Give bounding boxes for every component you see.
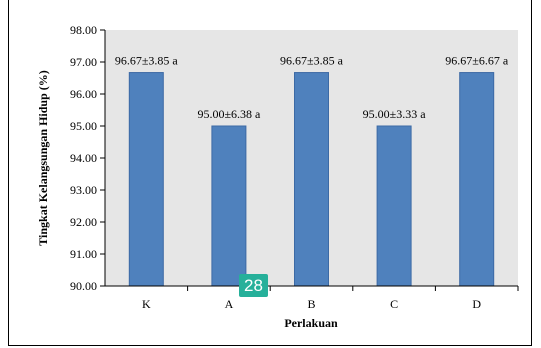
y-tick-label: 98.00 [70, 23, 97, 37]
y-tick-label: 96.00 [70, 87, 97, 101]
bar-A [211, 125, 247, 287]
y-tick-label: 91.00 [70, 247, 97, 261]
x-tick-label-D: D [472, 297, 481, 311]
x-tick-label-A: A [225, 297, 234, 311]
x-tick-label-C: C [390, 297, 398, 311]
y-tick-label: 95.00 [70, 119, 97, 133]
data-label-B: 96.67±3.85 a [280, 54, 344, 68]
x-axis-title: Perlakuan [284, 316, 338, 330]
y-tick-label: 97.00 [70, 55, 97, 69]
bar-D [459, 72, 495, 287]
bar-K [128, 72, 164, 287]
y-tick-label: 94.00 [70, 151, 97, 165]
y-tick-label: 92.00 [70, 215, 97, 229]
page-number-badge: 28 [239, 274, 268, 297]
data-label-K: 96.67±3.85 a [115, 54, 179, 68]
x-tick-label-K: K [142, 297, 151, 311]
data-label-A: 95.00±6.38 a [197, 107, 261, 121]
data-label-C: 95.00±3.33 a [363, 107, 427, 121]
x-tick-label-B: B [307, 297, 315, 311]
y-tick-label: 90.00 [70, 279, 97, 293]
y-tick-label: 93.00 [70, 183, 97, 197]
chart-frame: 90.00 91.00 92.00 93.00 94.00 95.00 96.00 97.00… [8, 0, 532, 346]
data-label-D: 96.67±6.67 a [445, 54, 509, 68]
bar-C [376, 125, 412, 287]
y-axis-title: Tingkat Kelangsungan Hidup (%) [36, 70, 50, 246]
bar-chart: 90.00 91.00 92.00 93.00 94.00 95.00 96.00 97.00… [36, 23, 519, 330]
bar-B [294, 72, 329, 287]
